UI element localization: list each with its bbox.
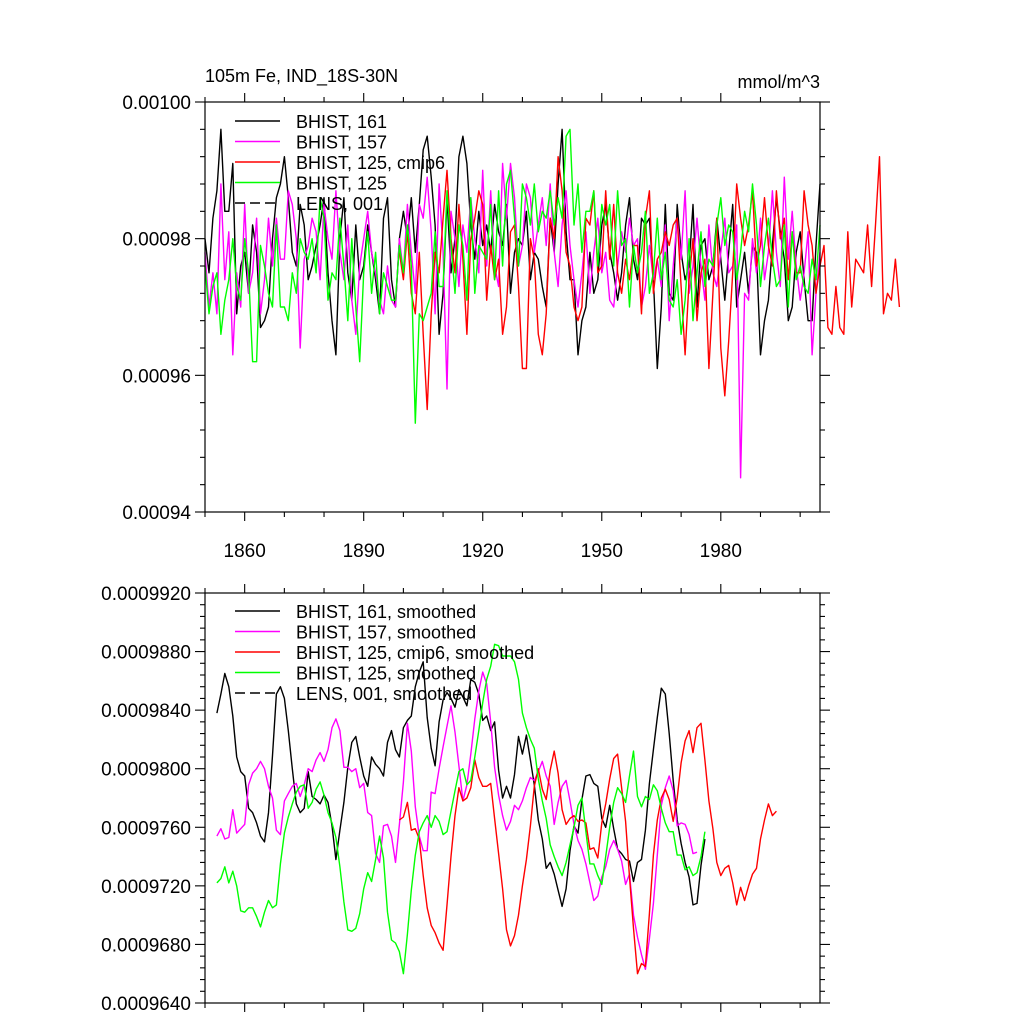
y-tick-label: 0.00096 <box>122 366 191 387</box>
series-line <box>216 643 706 975</box>
y-tick-label: 0.0009640 <box>101 994 191 1015</box>
series-line <box>204 128 821 424</box>
x-tick-label: 1950 <box>581 541 623 562</box>
y-tick-label: 0.00100 <box>122 93 191 114</box>
series-line <box>398 722 777 975</box>
y-tick-label: 0.0009760 <box>101 818 191 839</box>
legend-label: LENS, 001 <box>296 194 383 214</box>
legend-label: BHIST, 161 <box>296 112 387 132</box>
plot-frame <box>204 592 821 1004</box>
plot-frame <box>204 101 821 513</box>
y-tick-label: 0.00094 <box>122 503 191 524</box>
series-line <box>398 155 901 411</box>
legend-label: BHIST, 125 <box>296 174 387 194</box>
legend-label: BHIST, 125, cmip6 <box>296 153 445 173</box>
legend-label: LENS, 001, smoothed <box>296 684 472 704</box>
y-tick-label: 0.0009920 <box>101 584 191 605</box>
series-line <box>204 162 821 479</box>
y-tick-label: 0.0009880 <box>101 643 191 664</box>
legend-label: BHIST, 161, smoothed <box>296 602 476 622</box>
x-tick-label: 1980 <box>700 541 742 562</box>
x-tick-label: 1890 <box>343 541 385 562</box>
y-tick-label: 0.0009800 <box>101 760 191 781</box>
x-tick-label: 1860 <box>224 541 266 562</box>
legend-label: BHIST, 125, smoothed <box>296 664 476 684</box>
chart-units: mmol/m^3 <box>738 72 820 92</box>
x-tick-label: 1920 <box>462 541 504 562</box>
legend-label: BHIST, 157, smoothed <box>296 623 476 643</box>
bottom-panel: 0.0009640 0.0009680 0.0009720 0.0009760 0.00… <box>101 584 830 1015</box>
y-tick-label: 0.0009720 <box>101 877 191 898</box>
series-line <box>216 661 706 908</box>
top-panel: 1860 1890 1920 1950 1980 0.00094 0.00096 0.0009… <box>122 66 901 562</box>
series-line <box>216 671 698 970</box>
chart-title: 105m Fe, IND_18S-30N <box>205 66 398 87</box>
y-tick-label: 0.0009680 <box>101 935 191 956</box>
legend-label: BHIST, 125, cmip6, smoothed <box>296 643 534 663</box>
y-tick-label: 0.0009840 <box>101 701 191 722</box>
y-tick-label: 0.00098 <box>122 230 191 251</box>
legend-label: BHIST, 157 <box>296 133 387 153</box>
